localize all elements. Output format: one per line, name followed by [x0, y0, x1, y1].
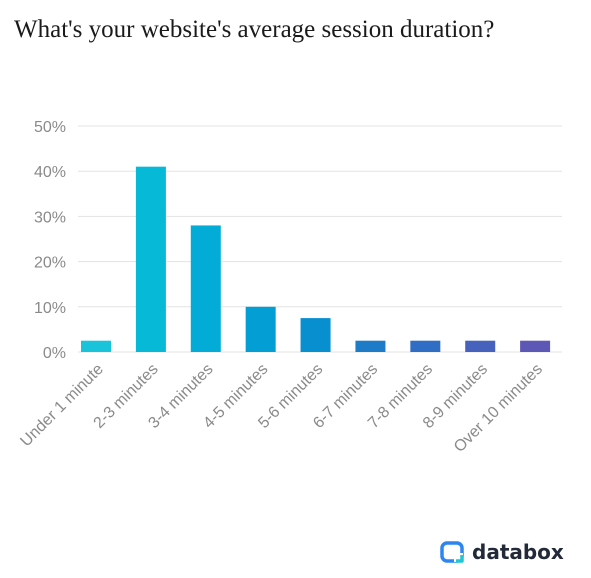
y-tick-label: 30%: [34, 209, 66, 226]
bar: [81, 340, 111, 352]
y-tick-label: 50%: [34, 119, 66, 136]
bar: [355, 340, 386, 352]
x-tick-label: Under 1 minute: [17, 361, 106, 450]
brand-name: databox: [472, 540, 564, 564]
chart-title: What's your website's average session du…: [14, 16, 495, 43]
y-tick-label: 0%: [43, 345, 66, 362]
bar: [410, 340, 441, 352]
brand-logo: databox: [440, 540, 564, 564]
bar: [520, 340, 551, 352]
y-tick-label: 10%: [34, 300, 66, 317]
bar: [135, 166, 166, 352]
bar: [190, 225, 221, 352]
bar: [465, 340, 496, 352]
databox-logo-icon: [440, 541, 464, 563]
y-tick-label: 20%: [34, 255, 66, 272]
bar: [300, 318, 331, 352]
bar: [245, 306, 276, 352]
y-tick-label: 40%: [34, 164, 66, 181]
